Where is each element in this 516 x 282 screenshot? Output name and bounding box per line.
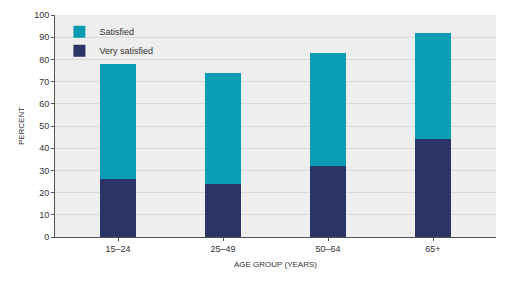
svg-text:50–64: 50–64: [315, 244, 340, 254]
svg-text:30: 30: [39, 166, 49, 176]
svg-text:65+: 65+: [425, 244, 440, 254]
svg-text:50: 50: [39, 121, 49, 131]
svg-text:AGE GROUP (YEARS): AGE GROUP (YEARS): [234, 260, 317, 269]
svg-text:0: 0: [44, 232, 49, 242]
svg-text:60: 60: [39, 99, 49, 109]
svg-text:70: 70: [39, 77, 49, 87]
svg-text:Satisfied: Satisfied: [99, 27, 134, 37]
svg-text:PERCENT: PERCENT: [17, 107, 26, 145]
svg-text:20: 20: [39, 188, 49, 198]
svg-text:90: 90: [39, 32, 49, 42]
svg-text:25–49: 25–49: [210, 244, 235, 254]
svg-text:Very satisfied: Very satisfied: [99, 46, 153, 56]
svg-text:40: 40: [39, 143, 49, 153]
svg-text:10: 10: [39, 210, 49, 220]
svg-text:100: 100: [34, 10, 49, 20]
svg-text:80: 80: [39, 55, 49, 65]
svg-text:15–24: 15–24: [105, 244, 130, 254]
